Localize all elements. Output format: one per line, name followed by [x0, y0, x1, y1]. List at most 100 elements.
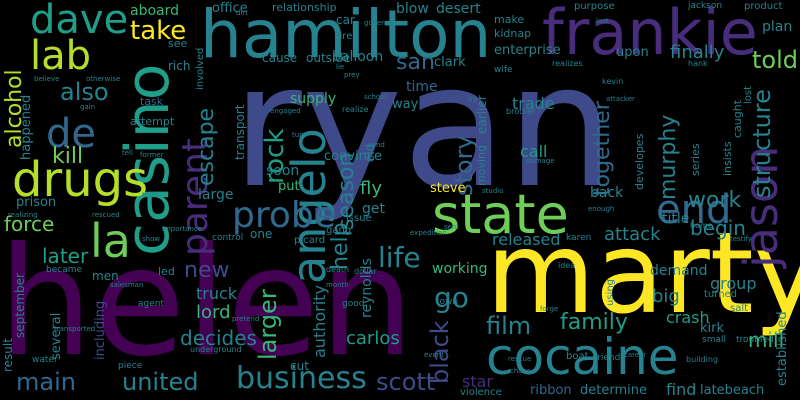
word-ryan: ryan: [232, 28, 615, 226]
word-idea: idea: [558, 261, 576, 270]
word-dirt: dirt: [236, 9, 249, 17]
word-underground: underground: [190, 345, 242, 354]
word-enterprise: enterprise: [494, 43, 561, 58]
word-murphy: murphy: [656, 114, 681, 200]
word-outside: outside: [306, 51, 351, 65]
word-hank: hank: [688, 59, 708, 68]
word-attack: attack: [604, 224, 661, 245]
word-call: call: [520, 142, 548, 161]
word-structure: structure: [748, 89, 776, 198]
word-later: later: [42, 244, 89, 268]
word-begin: begin: [690, 216, 746, 240]
word-earlier: earlier: [475, 95, 489, 134]
word-title: title: [662, 211, 690, 227]
word-kidnap: kidnap: [494, 27, 532, 40]
word-involved: involved: [195, 47, 206, 90]
word-desert: desert: [436, 1, 481, 17]
word-issue: issue: [346, 213, 372, 224]
word-kevin: kevin: [602, 77, 624, 86]
word-san: san: [396, 50, 435, 75]
word-steve: steve: [430, 181, 466, 196]
word-rich: rich: [168, 59, 191, 73]
word-death: death: [326, 265, 350, 274]
word-men: men: [92, 269, 119, 283]
word-decides: decides: [180, 326, 257, 350]
word-forge: forge: [540, 305, 559, 313]
word-believe: believe: [34, 75, 60, 83]
word-show: show: [142, 235, 161, 243]
word-attempt: attempt: [130, 115, 175, 128]
word-together: together: [590, 101, 615, 196]
word-developes: developes: [633, 133, 646, 190]
word-event: event: [424, 351, 444, 359]
word-lab: lab: [30, 33, 92, 79]
word-moving: moving: [475, 145, 488, 186]
word-big: big: [652, 286, 680, 307]
word-supply: supply: [290, 91, 337, 107]
word-life: life: [378, 241, 421, 274]
word-expedition: expedition: [410, 229, 447, 237]
word-family: family: [560, 310, 628, 335]
word-authority: authority: [310, 285, 329, 358]
word-also: also: [60, 78, 109, 106]
word-car: car: [336, 13, 355, 27]
word-transported: transported: [54, 325, 96, 333]
word-force: force: [4, 212, 55, 236]
word-sent: sent: [444, 223, 460, 231]
word-mill: mill: [748, 328, 785, 352]
word-series: series: [689, 143, 702, 176]
word-otherwise: otherwise: [86, 75, 121, 83]
word-career: career: [624, 351, 647, 359]
word-told: told: [752, 46, 798, 74]
word-established: established: [775, 311, 790, 386]
word-upon: upon: [616, 45, 649, 60]
word-realizing: realizing: [8, 211, 38, 219]
word-marty: marty: [486, 209, 800, 339]
word-truth: truth: [142, 191, 160, 199]
word-september: september: [13, 273, 27, 338]
word-go: go: [434, 281, 469, 314]
word-boat: boat: [566, 351, 589, 362]
word-escape: escape: [194, 107, 219, 186]
word-office: office: [212, 1, 248, 16]
word-de: de: [46, 111, 96, 157]
word-attacker: attacker: [606, 95, 635, 103]
word-including: including: [93, 300, 108, 360]
word-prison: prison: [16, 195, 57, 210]
word-turn: turn: [292, 131, 307, 139]
word-school: school: [364, 93, 387, 101]
word-troubled: troubled: [736, 335, 774, 345]
word-result: result: [1, 338, 15, 372]
word-karen: karen: [566, 233, 592, 243]
word-working: working: [432, 261, 488, 277]
word-salt: salt: [730, 303, 749, 314]
word-jackson: jackson: [688, 1, 723, 11]
word-violence: violence: [460, 387, 502, 398]
word-rescued: rescued: [92, 211, 120, 219]
word-cocaine: cocaine: [486, 328, 679, 386]
word-kirk: kirk: [700, 321, 725, 336]
word-new: new: [184, 258, 230, 283]
word-helen: helen: [0, 216, 415, 390]
word-latebeach: latebeach: [700, 383, 765, 398]
word-time: time: [406, 79, 438, 95]
word-gang: gang: [326, 225, 352, 236]
word-water: water: [32, 355, 58, 365]
word-insists: insists: [721, 141, 734, 176]
word-salesman: salesman: [110, 281, 144, 289]
word-testify: testify: [730, 235, 752, 243]
word-see: see: [168, 37, 188, 50]
word-engaged: engaged: [270, 107, 301, 115]
word-try: try: [468, 95, 478, 103]
word-happened: happened: [19, 94, 34, 160]
word-drugs: drugs: [12, 152, 149, 208]
word-aboard: aboard: [130, 3, 180, 19]
word-convince: convince: [324, 149, 383, 164]
word-united: united: [122, 368, 199, 396]
word-scott: scott: [376, 368, 436, 396]
word-soon: soon: [266, 163, 300, 179]
word-product: product: [744, 1, 783, 12]
word-chase: chase: [510, 367, 531, 375]
word-task: task: [140, 95, 164, 108]
word-agent: agent: [138, 299, 164, 309]
